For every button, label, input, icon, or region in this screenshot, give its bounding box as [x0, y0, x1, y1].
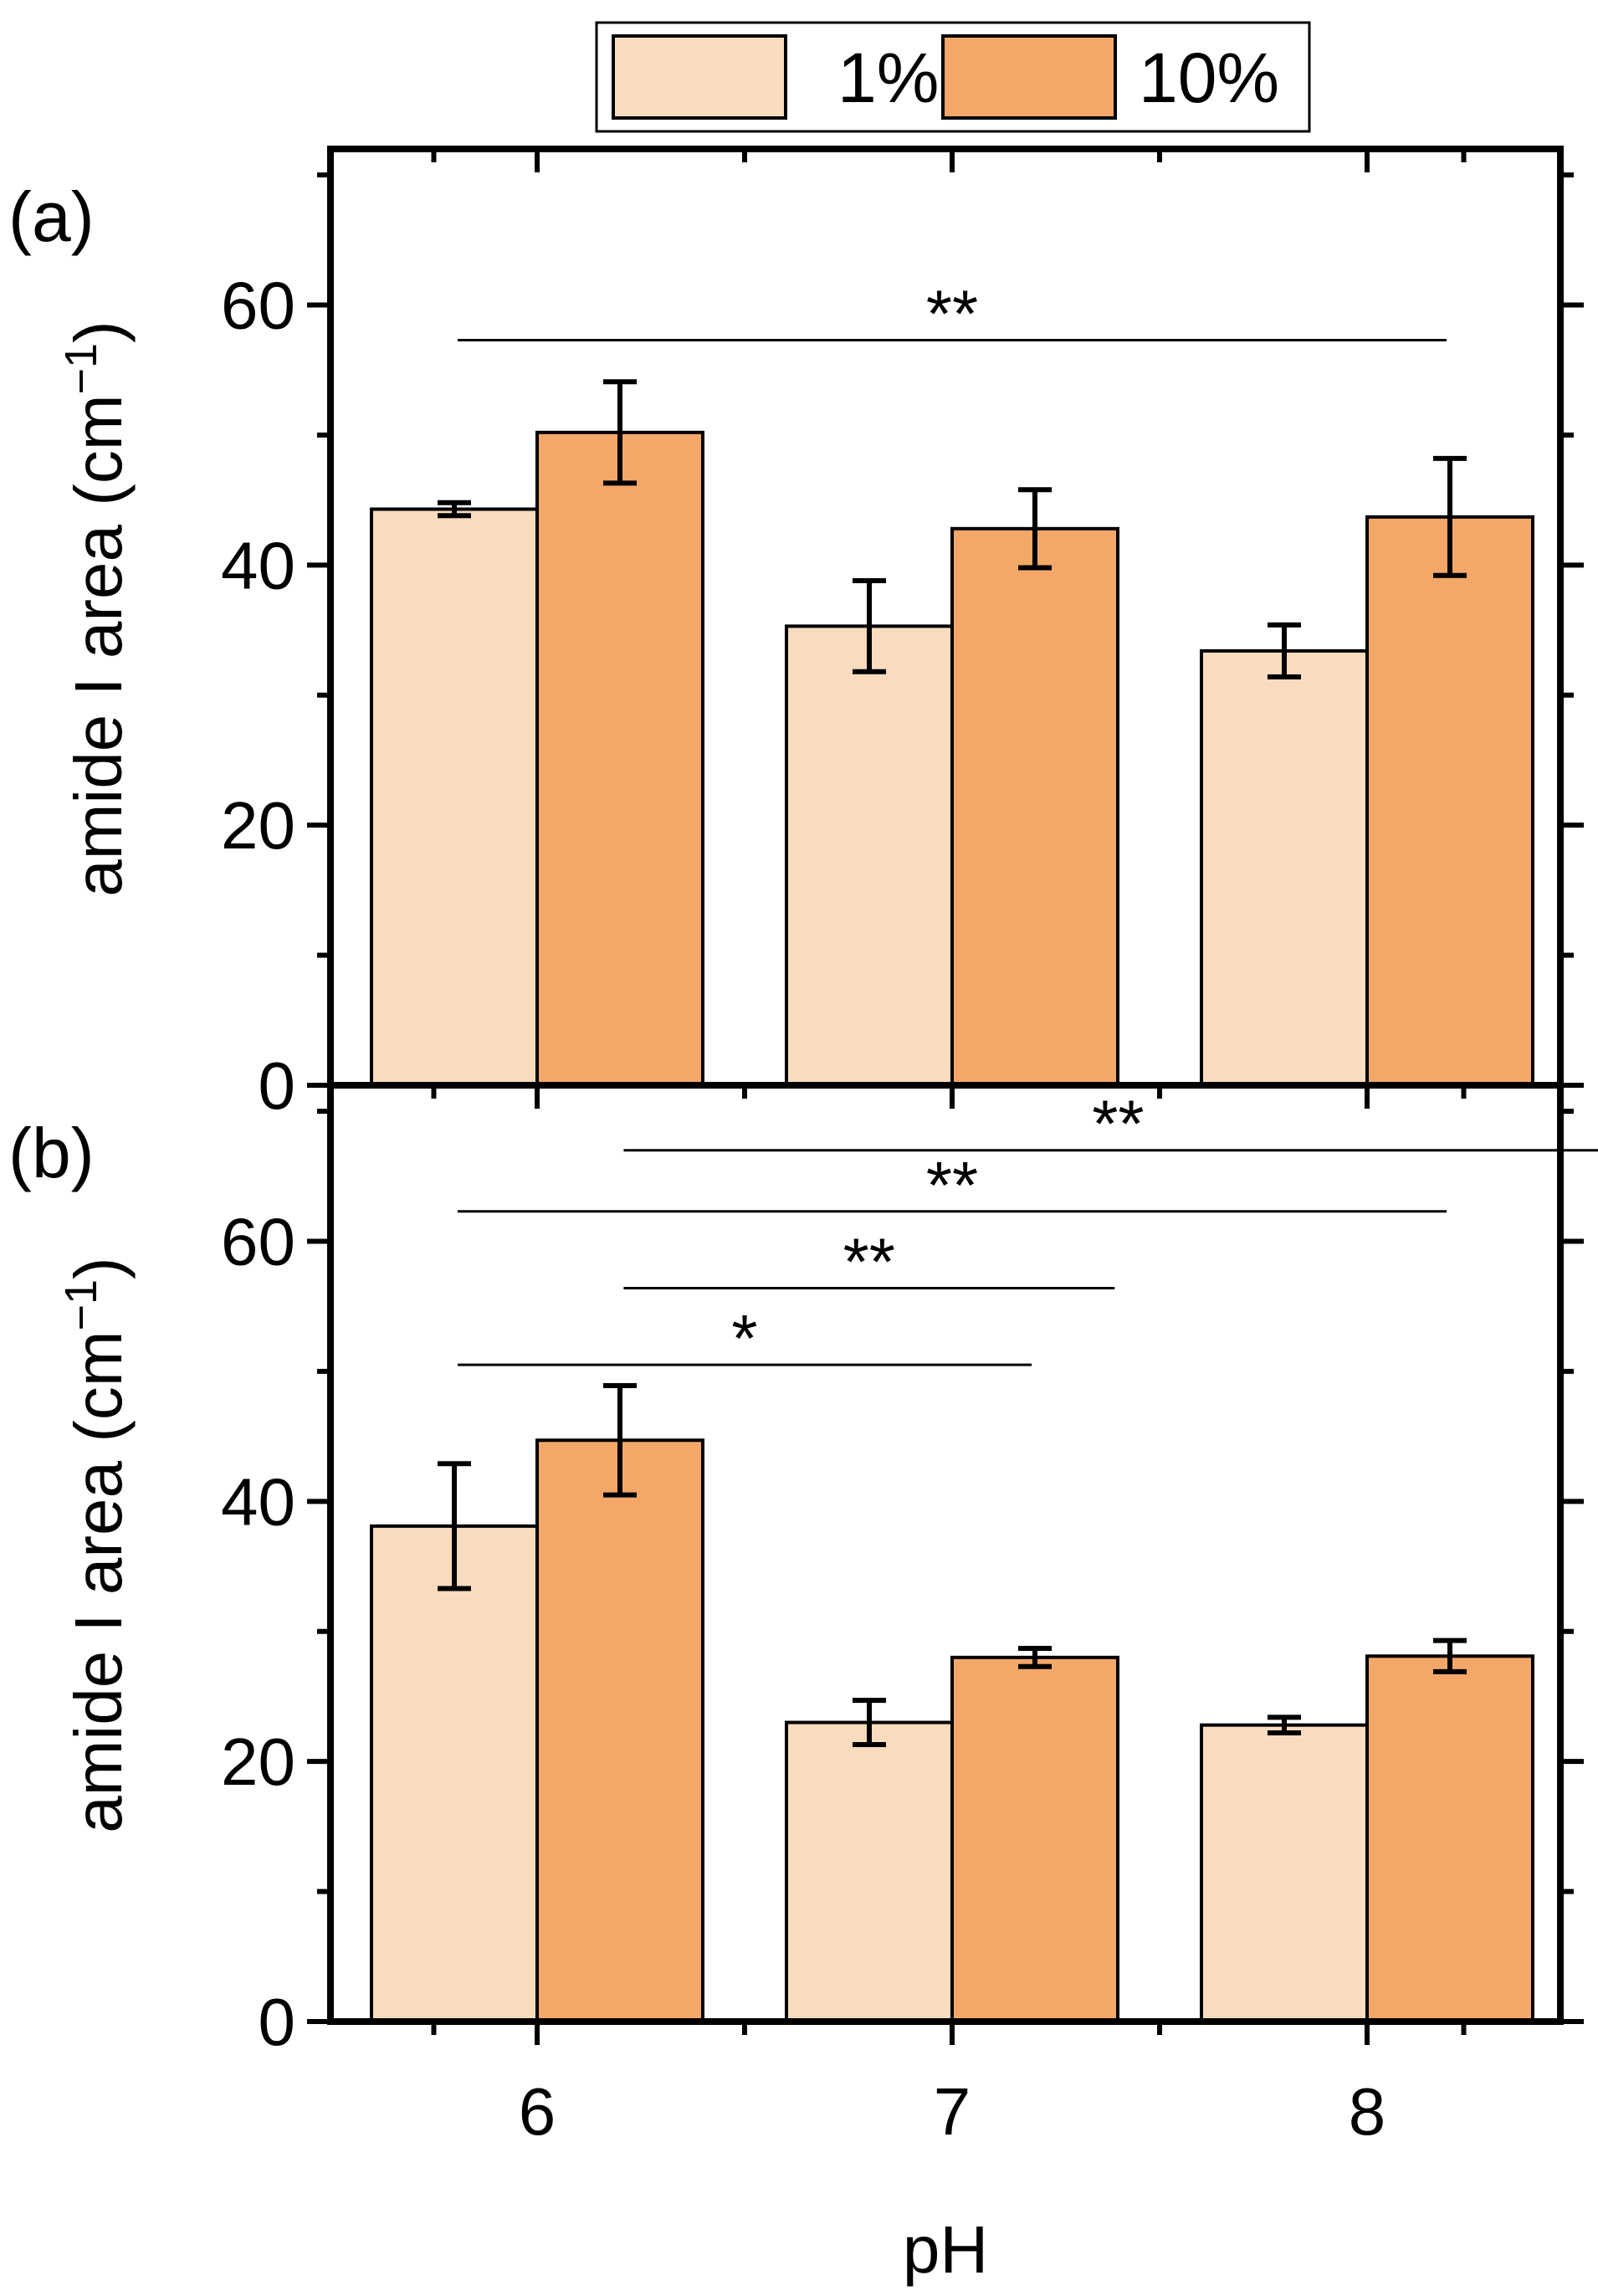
legend-label-1: 1% [837, 38, 939, 117]
bar-8-series-1 [1200, 648, 1369, 1087]
error-bar-8-series-2 [1433, 1637, 1467, 1674]
y-axis-title: amide I area (cm−1) [56, 320, 136, 896]
bar-6-series-2 [535, 430, 704, 1087]
significance-label-3: ** [926, 1148, 978, 1222]
bar-8-series-2 [1365, 515, 1534, 1087]
error-bar-7-series-1 [853, 577, 886, 674]
bar-6-series-2 [535, 1438, 704, 2023]
error-bar-8-series-2 [1433, 455, 1467, 578]
panel-a: ** 0 20 40 60 (a) amide I area (cm−1) [8, 146, 1584, 1123]
error-bar-6-series-2 [603, 1383, 637, 1498]
plot-frame [327, 1082, 1564, 2025]
bar-8-series-1 [1200, 1723, 1369, 2023]
error-bar-8-series-1 [1268, 1714, 1301, 1735]
error-bar-6-series-1 [438, 1461, 471, 1591]
y-tick-label: 40 [221, 528, 295, 602]
bar-7-series-2 [950, 1655, 1119, 2024]
y-tick-label: 0 [259, 1985, 296, 2059]
significance-label-1: * [731, 1301, 757, 1376]
y-tick-label: 60 [221, 1205, 295, 1279]
y-tick-label: 20 [221, 1725, 295, 1799]
error-bar-6-series-2 [603, 379, 637, 486]
error-bar-6-series-1 [438, 500, 471, 519]
significance-label-4: ** [1092, 1087, 1144, 1161]
bar-7-series-1 [785, 1720, 954, 2024]
error-bar-7-series-1 [853, 1698, 886, 1747]
y-axis-title: amide I area (cm−1) [56, 1257, 136, 1832]
x-tick-label-8: 8 [1349, 2074, 1386, 2149]
y-tick-label: 20 [221, 788, 295, 863]
y-tick-label: 40 [221, 1464, 295, 1539]
y-tick-label: 0 [259, 1048, 296, 1123]
legend: 1% 10% [595, 21, 1311, 133]
bar-7-series-2 [950, 526, 1119, 1087]
bar-6-series-1 [370, 1524, 539, 2024]
panel-label: (b) [8, 1114, 95, 1192]
y-tick-label: 60 [221, 269, 295, 343]
bar-6-series-1 [370, 507, 539, 1087]
legend-label-2: 10% [1139, 38, 1279, 117]
x-tick-label-7: 7 [934, 2074, 971, 2149]
panel-label: (a) [8, 177, 95, 256]
error-bar-7-series-2 [1018, 1645, 1052, 1669]
bar-7-series-1 [785, 624, 954, 1087]
significance-label-1: ** [926, 276, 978, 351]
error-bar-8-series-1 [1268, 622, 1301, 679]
bar-8-series-2 [1365, 1654, 1534, 2023]
error-bar-7-series-2 [1018, 487, 1052, 571]
significance-label-2: ** [843, 1224, 895, 1299]
legend-swatch-2 [941, 34, 1117, 120]
legend-swatch-1 [612, 34, 787, 120]
x-axis-title: pH [903, 2212, 988, 2287]
x-tick-label-6: 6 [519, 2074, 556, 2149]
